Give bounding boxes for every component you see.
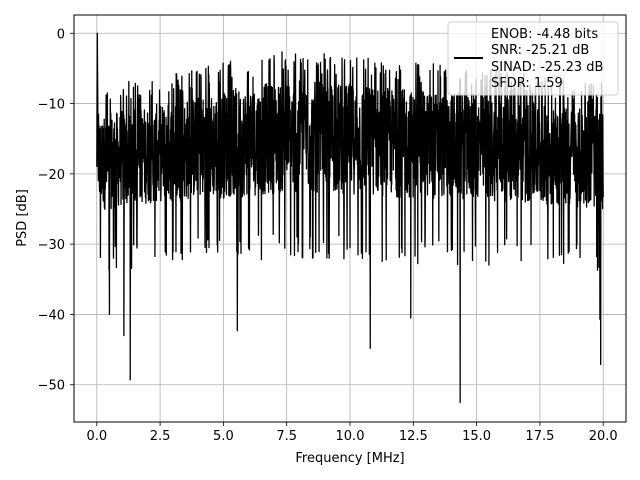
x-tick-label: 12.5 xyxy=(399,429,428,444)
x-axis-ticks: 0.0 2.5 5.0 7.5 10.0 12.5 15.0 17.5 20.0 xyxy=(86,422,618,444)
y-tick-label: −20 xyxy=(38,168,65,183)
legend-box xyxy=(447,21,619,96)
y-axis-label: PSD [dB] xyxy=(15,189,30,247)
legend: ENOB: -4.48 bits SNR: -25.21 dB SINAD: -… xyxy=(447,21,619,96)
x-tick-label: 7.5 xyxy=(276,429,297,444)
x-tick-label: 15.0 xyxy=(462,429,491,444)
legend-entry: ENOB: -4.48 bits xyxy=(491,27,598,42)
y-tick-label: −50 xyxy=(38,379,65,394)
y-axis-ticks: 0 −10 −20 −30 −40 −50 xyxy=(38,27,74,394)
legend-entry: SNR: -25.21 dB xyxy=(491,43,589,58)
legend-entry: SFDR: 1.59 xyxy=(491,76,563,91)
y-tick-label: −10 xyxy=(38,98,65,113)
x-tick-label: 0.0 xyxy=(86,429,107,444)
x-axis-label: Frequency [MHz] xyxy=(295,451,404,466)
psd-series-line xyxy=(96,32,604,403)
y-tick-label: −30 xyxy=(38,238,65,253)
psd-series xyxy=(96,32,604,403)
x-tick-label: 5.0 xyxy=(213,429,234,444)
x-tick-label: 2.5 xyxy=(150,429,171,444)
y-tick-label: 0 xyxy=(57,27,65,42)
x-tick-label: 10.0 xyxy=(336,429,365,444)
y-tick-label: −40 xyxy=(38,308,65,323)
x-tick-label: 20.0 xyxy=(589,429,618,444)
legend-entry: SINAD: -25.23 dB xyxy=(491,60,603,75)
x-tick-label: 17.5 xyxy=(525,429,554,444)
